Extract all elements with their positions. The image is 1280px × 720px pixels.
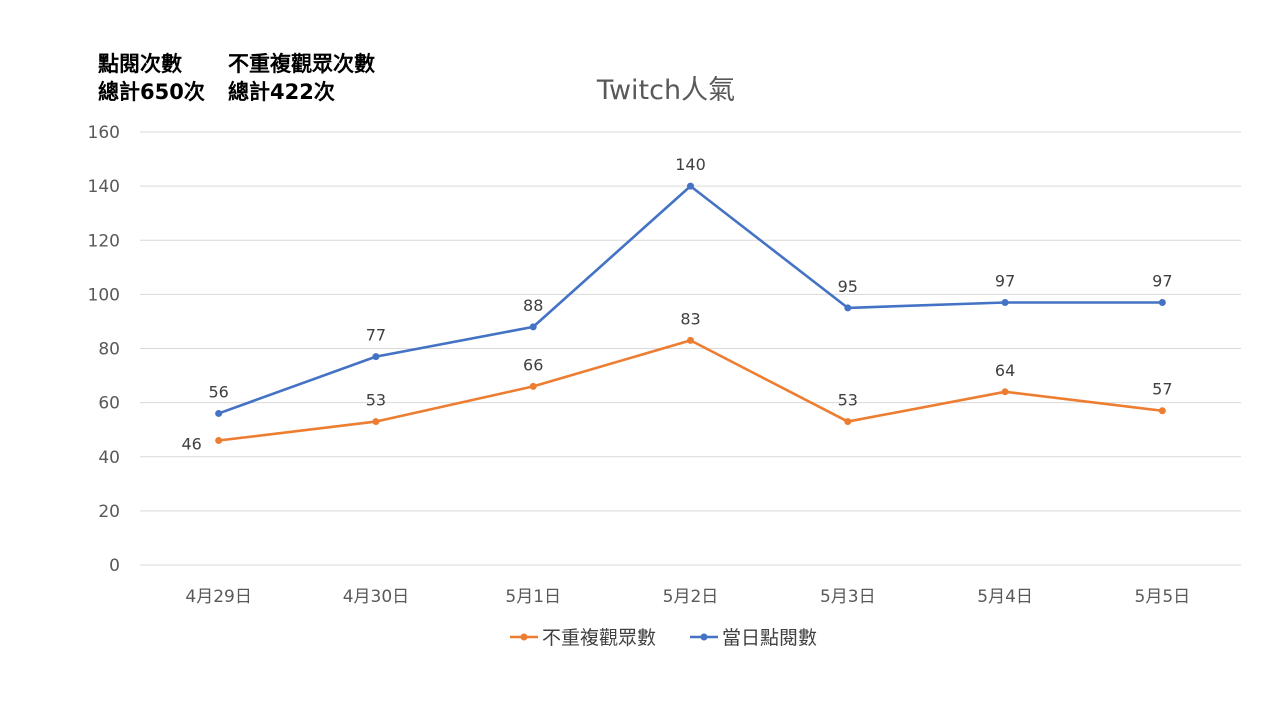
legend: 不重複觀眾數 當日點閱數 <box>510 627 817 649</box>
y-tick-label: 120 <box>88 231 120 251</box>
data-label: 97 <box>995 271 1015 290</box>
x-tick-label: 4月29日 <box>185 587 251 607</box>
data-label: 53 <box>838 391 858 410</box>
data-label: 56 <box>208 382 228 401</box>
legend-label: 當日點閱數 <box>722 627 817 649</box>
data-label: 88 <box>523 296 543 315</box>
unique-viewers-stat: 不重複觀眾次數 總計422次 <box>228 50 375 106</box>
data-point <box>372 418 380 426</box>
views-stat: 點閱次數 總計650次 <box>98 50 205 106</box>
data-label: 64 <box>995 361 1015 380</box>
y-tick-label: 100 <box>88 285 120 305</box>
data-point <box>215 409 223 417</box>
data-point <box>529 323 537 331</box>
views-label: 點閱次數 <box>98 52 182 76</box>
x-tick-label: 5月1日 <box>505 587 561 607</box>
data-label: 57 <box>1152 380 1172 399</box>
views-total: 總計650次 <box>98 80 205 104</box>
data-point <box>844 418 852 426</box>
data-point <box>1001 388 1009 396</box>
chart-title: Twitch人氣 <box>596 75 735 106</box>
legend-item-unique-viewers: 不重複觀眾數 <box>510 627 656 649</box>
unique-viewers-total: 總計422次 <box>228 80 335 104</box>
series-daily-views: 56 77 88 140 95 97 97 <box>208 155 1173 417</box>
series-group: 46 53 66 83 53 64 57 56 77 88 140 95 97 97 <box>181 155 1172 453</box>
x-axis: 4月29日 4月30日 5月1日 5月2日 5月3日 5月4日 5月5日 <box>185 587 1190 607</box>
y-tick-label: 60 <box>98 394 120 414</box>
y-tick-label: 80 <box>98 340 120 360</box>
data-point <box>844 304 852 312</box>
legend-label: 不重複觀眾數 <box>542 627 656 649</box>
data-label: 77 <box>366 326 386 345</box>
y-tick-label: 20 <box>98 502 120 522</box>
data-label: 53 <box>366 391 386 410</box>
data-point <box>1158 407 1166 415</box>
series-unique-viewers: 46 53 66 83 53 64 57 <box>181 309 1172 453</box>
data-point <box>1001 298 1009 306</box>
data-label: 97 <box>1152 271 1172 290</box>
data-label: 95 <box>838 277 858 296</box>
x-tick-label: 5月2日 <box>663 587 719 607</box>
data-point <box>1158 298 1166 306</box>
y-tick-label: 140 <box>88 177 120 197</box>
gridlines <box>140 131 1241 566</box>
y-tick-label: 0 <box>109 556 120 576</box>
data-point <box>687 182 694 190</box>
series-line <box>218 339 1163 442</box>
data-label: 66 <box>523 355 543 374</box>
y-axis: 0 20 40 60 80 100 120 140 160 <box>88 123 120 576</box>
x-tick-label: 5月5日 <box>1135 587 1191 607</box>
data-point <box>372 353 380 361</box>
x-tick-label: 4月30日 <box>343 587 409 607</box>
y-tick-label: 160 <box>88 123 120 143</box>
legend-item-daily-views: 當日點閱數 <box>690 627 817 649</box>
x-tick-label: 5月4日 <box>977 587 1033 607</box>
y-tick-label: 40 <box>98 448 120 468</box>
x-tick-label: 5月3日 <box>820 587 876 607</box>
data-point <box>529 382 537 390</box>
data-point <box>215 437 223 445</box>
data-label: 83 <box>680 309 700 328</box>
legend-marker <box>700 633 708 641</box>
series-line <box>218 184 1163 415</box>
unique-viewers-label: 不重複觀眾次數 <box>228 52 375 76</box>
legend-marker <box>520 633 528 641</box>
data-label: 46 <box>181 435 201 454</box>
data-point <box>687 336 694 344</box>
data-label: 140 <box>675 155 706 174</box>
